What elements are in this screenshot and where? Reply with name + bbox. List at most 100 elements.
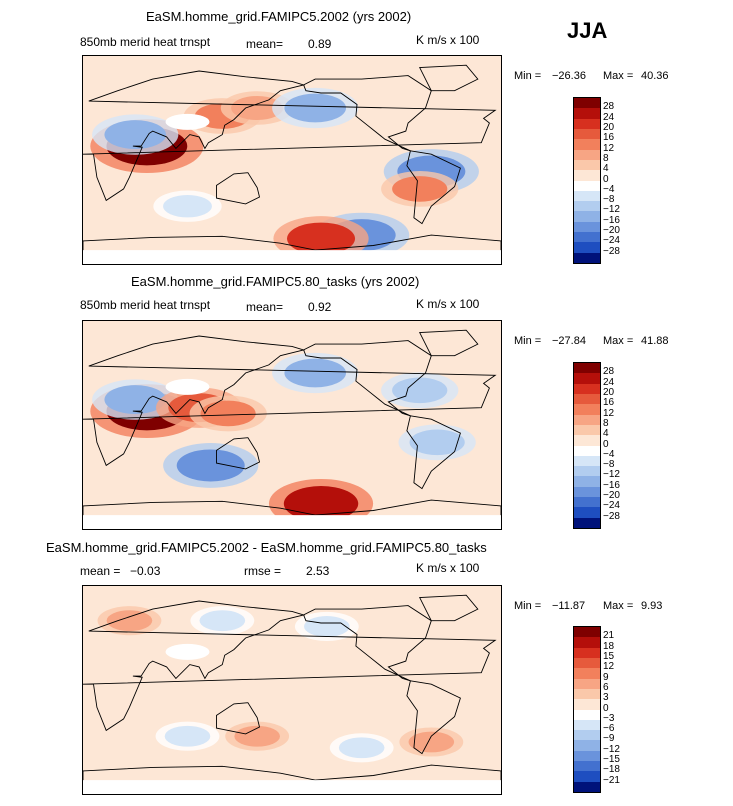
colorbar-tick-label: −8 <box>603 459 615 471</box>
colorbar-cell <box>574 688 600 700</box>
colorbar-tick-label: −12 <box>603 469 620 481</box>
map-panel-1 <box>82 55 502 265</box>
colorbar-tick-label: −12 <box>603 743 620 755</box>
colorbar-tick-label: 8 <box>603 417 609 429</box>
colorbar-cell <box>574 252 600 263</box>
coastline <box>83 70 497 202</box>
colorbar-tick-label: −8 <box>603 194 615 206</box>
contour-region <box>392 377 448 404</box>
colorbar-cell <box>574 98 600 109</box>
colorbar-cell <box>574 393 600 405</box>
colorbar-cell <box>574 750 600 762</box>
contour-region <box>199 610 246 632</box>
variable-label: 850mb merid heat trnspt <box>80 298 211 312</box>
contour-region <box>284 93 347 123</box>
missing-data <box>83 515 501 529</box>
contour-map <box>83 321 501 529</box>
contour-region <box>104 120 167 149</box>
coastline <box>418 594 479 622</box>
colorbar-tick-label: −28 <box>603 245 620 257</box>
colorbar-cell <box>574 435 600 446</box>
colorbar-cell <box>574 699 600 710</box>
coastline <box>216 437 261 470</box>
colorbar-tick-label: −20 <box>603 225 620 237</box>
missing-data <box>165 113 210 130</box>
colorbar-tick-label: −4 <box>603 183 615 195</box>
mean-value: −0.03 <box>130 564 161 578</box>
colorbar-cell <box>574 740 600 751</box>
colorbar-tick-label: 16 <box>603 397 615 409</box>
coastline <box>406 415 461 490</box>
colorbar-tick-label: −9 <box>603 733 615 745</box>
colorbar-tick-label: 4 <box>603 163 609 175</box>
colorbar-cell <box>574 781 600 792</box>
colorbar-cell <box>574 761 600 772</box>
rmse-label: rmse = <box>244 564 282 578</box>
colorbar-tick-label: 0 <box>603 702 609 714</box>
colorbar-cell <box>574 507 600 518</box>
colorbar-tick-label: 4 <box>603 428 609 440</box>
panel-title: EaSM.homme_grid.FAMIPC5.2002 - EaSM.homm… <box>46 540 487 555</box>
mean-value: 0.89 <box>308 37 332 51</box>
colorbar-cell <box>574 128 600 140</box>
contour-region <box>284 358 347 388</box>
max-value: 9.93 <box>641 600 663 612</box>
colorbar-tick-label: 9 <box>603 671 609 683</box>
units-label: K m/s x 100 <box>416 33 480 47</box>
min-label: Min = <box>514 70 542 82</box>
colorbar-cell <box>574 373 600 384</box>
max-label: Max = <box>603 335 634 347</box>
colorbar-cell <box>574 414 600 425</box>
units-label: K m/s x 100 <box>416 297 480 311</box>
colorbar-tick-label: 28 <box>603 101 615 113</box>
contour-map <box>83 56 501 264</box>
colorbar-tick-label: 12 <box>603 661 615 673</box>
contour-region <box>409 429 465 456</box>
colorbar-tick-label: −12 <box>603 204 620 216</box>
coastline <box>418 329 479 357</box>
colorbar-cell <box>574 668 600 679</box>
panel-title: EaSM.homme_grid.FAMIPC5.2002 (yrs 2002) <box>146 9 412 24</box>
colorbar-tick-label: −24 <box>603 235 620 247</box>
colorbar-tick-label: −18 <box>603 764 620 776</box>
colorbar-cell <box>574 466 600 477</box>
colorbar-tick-label: −4 <box>603 448 615 460</box>
colorbar <box>573 362 601 529</box>
missing-data <box>165 378 210 395</box>
variable-label: 850mb merid heat trnspt <box>80 35 211 49</box>
colorbar-cell <box>574 455 600 467</box>
colorbar-tick-label: 24 <box>603 111 615 123</box>
max-value: 41.88 <box>641 335 669 347</box>
mean-label: mean= <box>246 37 284 51</box>
mean-label: mean= <box>246 300 284 314</box>
colorbar-cell <box>574 771 600 782</box>
colorbar-cell <box>574 221 600 233</box>
missing-data <box>83 780 501 794</box>
max-label: Max = <box>603 70 634 82</box>
rmse-value: 2.53 <box>306 564 330 578</box>
contour-region <box>163 195 212 218</box>
colorbar-tick-label: 21 <box>603 630 615 642</box>
units-label: K m/s x 100 <box>416 561 480 575</box>
contour-region <box>234 725 280 747</box>
colorbar-tick-label: 18 <box>603 640 615 652</box>
colorbar-cell <box>574 476 600 487</box>
contour-region <box>338 737 385 759</box>
colorbar-tick-label: 20 <box>603 121 615 133</box>
colorbar-tick-label: −16 <box>603 214 620 226</box>
colorbar-cell <box>574 647 600 658</box>
colorbar-cell <box>574 159 600 171</box>
contour-region <box>200 400 256 427</box>
colorbar-tick-label: 3 <box>603 692 609 704</box>
missing-data <box>165 643 210 660</box>
min-label: Min = <box>514 600 542 612</box>
colorbar-cell <box>574 730 600 741</box>
colorbar-tick-label: −15 <box>603 754 620 766</box>
contour-region <box>106 610 153 632</box>
colorbar-cell <box>574 678 600 689</box>
colorbar-cell <box>574 108 600 119</box>
contour-region <box>408 731 455 753</box>
coastline <box>406 680 461 755</box>
colorbar-cell <box>574 201 600 212</box>
colorbar-tick-label: −28 <box>603 510 620 522</box>
